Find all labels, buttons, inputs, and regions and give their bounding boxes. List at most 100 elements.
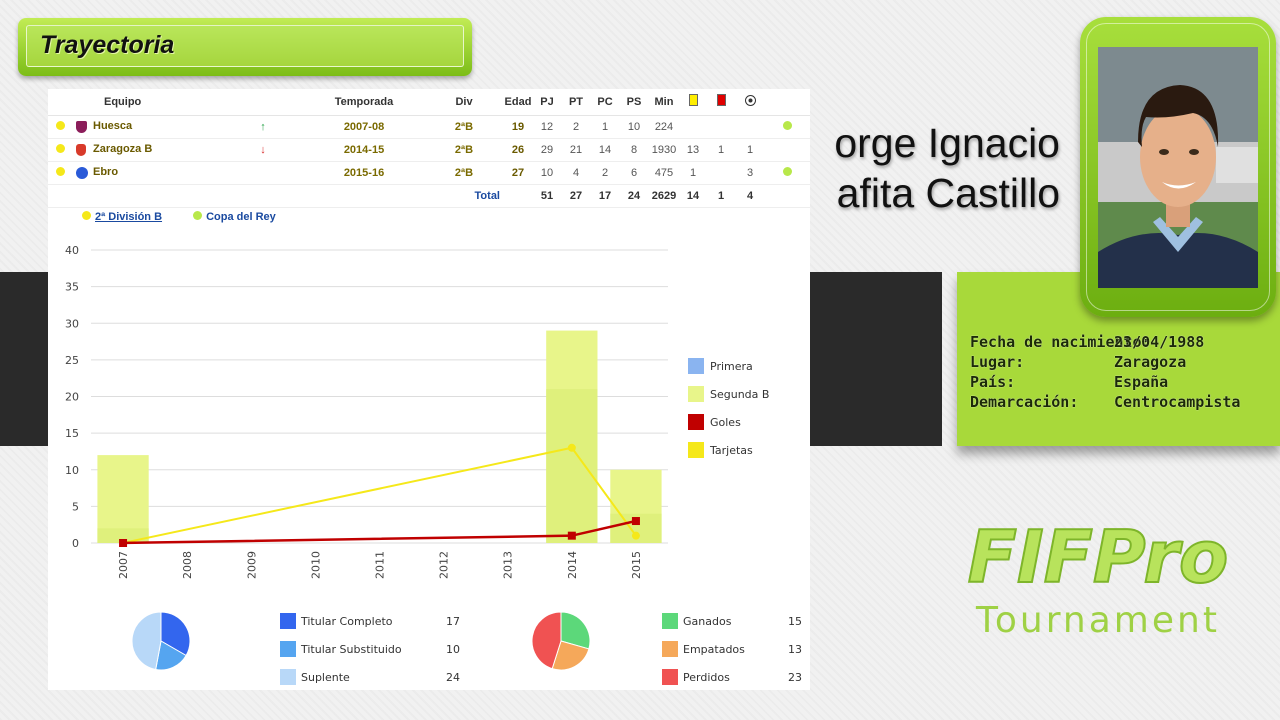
ps: 6 <box>620 161 648 185</box>
team-name[interactable]: Huesca <box>93 120 133 133</box>
participation-pie <box>131 611 191 671</box>
legend-swatch <box>280 669 296 685</box>
x-tick-label: 2012 <box>438 551 451 579</box>
pie-legend-item: Ganados 15 <box>662 607 802 635</box>
participation-legend: Titular Completo 17 Titular Substituido 10 S… <box>280 607 460 691</box>
y-tick-label: 20 <box>65 391 79 404</box>
cup-dot <box>782 166 792 176</box>
legend-value: 24 <box>446 670 460 684</box>
total-ps: 24 <box>620 184 648 208</box>
legend-swatch <box>662 669 678 685</box>
pt: 21 <box>562 138 590 162</box>
ebro-crest-icon <box>76 166 88 179</box>
legend-segunda-b[interactable]: 2ª División B <box>82 211 176 223</box>
division: 2ªB <box>424 138 504 162</box>
pie-slice <box>131 611 162 671</box>
y-tick-label: 40 <box>65 244 79 257</box>
info-row-birthdate: Fecha de nacimiento:23/04/1988 <box>970 333 1205 351</box>
legend-swatch <box>280 613 296 629</box>
y-tick-label: 25 <box>65 354 79 367</box>
legend-swatch <box>662 641 678 657</box>
pie-slice <box>551 640 590 671</box>
legend-copa[interactable]: Copa del Rey <box>193 211 290 223</box>
x-tick-label: 2013 <box>502 551 515 579</box>
y-tick-label: 30 <box>65 317 79 330</box>
x-tick-label: 2014 <box>566 551 579 579</box>
total-yellow: 14 <box>680 184 706 208</box>
point-tarjetas <box>567 443 576 452</box>
bar-segunda-b <box>97 455 149 543</box>
x-tick-label: 2010 <box>309 551 322 579</box>
pj: 12 <box>532 115 562 139</box>
y-tick-label: 15 <box>65 427 79 440</box>
info-row-position: Demarcación: Centrocampista <box>970 393 1241 411</box>
ball-icon <box>744 94 756 106</box>
legend-label: Titular Completo <box>301 614 393 628</box>
section-title: Trayectoria <box>40 31 175 59</box>
bar-segunda-b-inner <box>546 389 598 543</box>
goals: 1 <box>736 138 764 162</box>
pie-legend-item: Empatados 13 <box>662 635 802 663</box>
red-card-icon <box>716 94 726 107</box>
pc: 1 <box>590 115 620 139</box>
season: 2014-15 <box>304 138 424 162</box>
goals: 3 <box>736 161 764 185</box>
legend-label: Suplente <box>301 670 350 684</box>
age: 26 <box>504 138 532 162</box>
info-row-country: País: España <box>970 373 1169 391</box>
team-name[interactable]: Ebro <box>93 166 119 179</box>
y-tick-label: 5 <box>72 500 79 513</box>
pie-legend-item: Perdidos 23 <box>662 663 802 691</box>
legend-swatch <box>688 414 704 430</box>
cup-dot <box>782 120 792 130</box>
minutes: 1930 <box>648 138 680 162</box>
legend-swatch <box>688 442 704 458</box>
col-min: Min <box>648 89 680 116</box>
pie-slice <box>531 611 562 670</box>
player-photo-frame <box>1080 17 1276 317</box>
col-team: Equipo <box>72 89 222 116</box>
huesca-crest-icon <box>76 120 87 133</box>
season: 2007-08 <box>304 115 424 139</box>
promotion-arrow-icon: ↑ <box>222 115 304 139</box>
division: 2ªB <box>424 161 504 185</box>
season: 2015-16 <box>304 161 424 185</box>
info-row-place: Lugar: Zaragoza <box>970 353 1187 371</box>
results-legend: Ganados 15 Empatados 13 Perdidos 23 <box>662 607 802 691</box>
legend-value: 15 <box>788 614 802 628</box>
age: 27 <box>504 161 532 185</box>
stats-panel: Equipo Temporada Div Edad PJ PT PC PS Mi… <box>48 89 810 690</box>
legend-swatch <box>662 613 678 629</box>
point-goles <box>119 539 128 547</box>
division-dot <box>55 143 65 153</box>
legend-label: Titular Substituido <box>301 642 402 656</box>
x-tick-label: 2007 <box>117 551 130 579</box>
legend-value: 10 <box>446 642 460 656</box>
col-ps: PS <box>620 89 648 116</box>
player-info: Fecha de nacimiento:23/04/1988 Lugar: Zar… <box>970 333 1240 413</box>
ps: 10 <box>620 115 648 139</box>
legend-label: Ganados <box>683 614 732 628</box>
col-season: Temporada <box>304 89 424 116</box>
total-pc: 17 <box>590 184 620 208</box>
col-age: Edad <box>504 89 532 116</box>
total-label: Total <box>424 184 504 208</box>
legend-value: 23 <box>788 670 802 684</box>
yellow-cards <box>680 115 706 139</box>
table-header-row: Equipo Temporada Div Edad PJ PT PC PS Mi… <box>48 89 810 116</box>
division-legend: 2ª División B Copa del Rey <box>82 211 304 223</box>
legend-dot <box>82 211 91 220</box>
point-tarjetas <box>631 531 640 540</box>
relegation-arrow-icon: ↓ <box>222 138 304 162</box>
col-pt: PT <box>562 89 590 116</box>
team-name[interactable]: Zaragoza B <box>93 143 153 156</box>
total-min: 2629 <box>648 184 680 208</box>
legend-value: 17 <box>446 614 460 628</box>
legend-label: Perdidos <box>683 670 730 684</box>
division-dot <box>55 166 65 176</box>
y-tick-label: 35 <box>65 281 79 294</box>
legend-label: Tarjetas <box>709 444 753 457</box>
pc: 2 <box>590 161 620 185</box>
pt: 2 <box>562 115 590 139</box>
legend-dot <box>193 211 203 220</box>
